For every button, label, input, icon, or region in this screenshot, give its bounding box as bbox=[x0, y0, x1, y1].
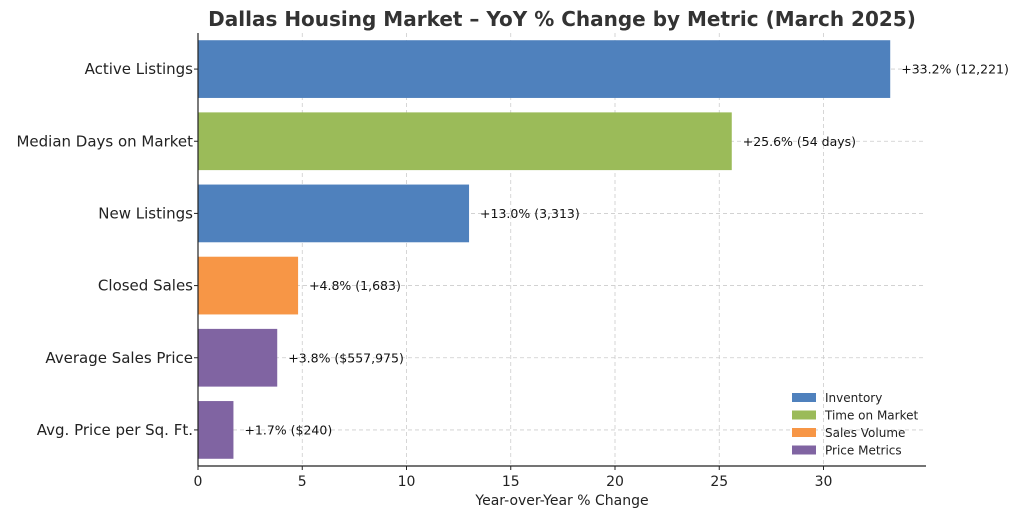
axes: Active Listings Median Days on Market New … bbox=[16, 33, 926, 490]
bar bbox=[198, 184, 470, 243]
data-label: +33.2% (12,221) bbox=[901, 62, 1009, 77]
y-tick-label: Average Sales Price bbox=[45, 349, 193, 367]
data-label: +1.7% ($240) bbox=[244, 422, 332, 437]
data-label: +4.8% (1,683) bbox=[309, 278, 401, 293]
x-tick-label: 5 bbox=[298, 474, 307, 490]
x-axis-title: Year-over-Year % Change bbox=[474, 493, 648, 509]
y-tick-label: New Listings bbox=[98, 204, 193, 222]
bar bbox=[198, 112, 732, 171]
legend-label: Time on Market bbox=[824, 409, 918, 423]
bar bbox=[198, 328, 278, 387]
bars bbox=[198, 40, 891, 459]
data-label: +13.0% (3,313) bbox=[480, 206, 580, 221]
legend: Inventory Time on Market Sales Volume Price… bbox=[792, 391, 918, 458]
x-tick-label: 25 bbox=[710, 474, 728, 490]
legend-label: Inventory bbox=[825, 391, 882, 405]
y-tick-label: Avg. Price per Sq. Ft. bbox=[37, 421, 193, 439]
x-tick-label: 30 bbox=[815, 474, 833, 490]
data-labels: +33.2% (12,221) +25.6% (54 days) +13.0% (3… bbox=[244, 62, 1008, 438]
legend-swatch bbox=[792, 393, 816, 402]
x-tick-label: 0 bbox=[194, 474, 203, 490]
y-tick-label: Median Days on Market bbox=[16, 132, 193, 150]
data-label: +25.6% (54 days) bbox=[743, 134, 856, 149]
bar bbox=[198, 40, 891, 98]
bar bbox=[198, 401, 234, 459]
legend-label: Sales Volume bbox=[825, 426, 905, 440]
x-tick-label: 15 bbox=[502, 474, 520, 490]
x-tick-label: 20 bbox=[606, 474, 624, 490]
legend-swatch bbox=[792, 445, 816, 455]
legend-label: Price Metrics bbox=[825, 444, 902, 458]
legend-swatch bbox=[792, 428, 816, 437]
chart-title: Dallas Housing Market – YoY % Change by … bbox=[208, 7, 916, 31]
data-label: +3.8% ($557,975) bbox=[288, 350, 404, 365]
bar bbox=[198, 256, 299, 315]
x-tick-label: 10 bbox=[398, 474, 416, 490]
y-tick-label: Closed Sales bbox=[98, 277, 193, 295]
legend-swatch bbox=[792, 410, 816, 420]
y-tick-label: Active Listings bbox=[85, 60, 194, 78]
